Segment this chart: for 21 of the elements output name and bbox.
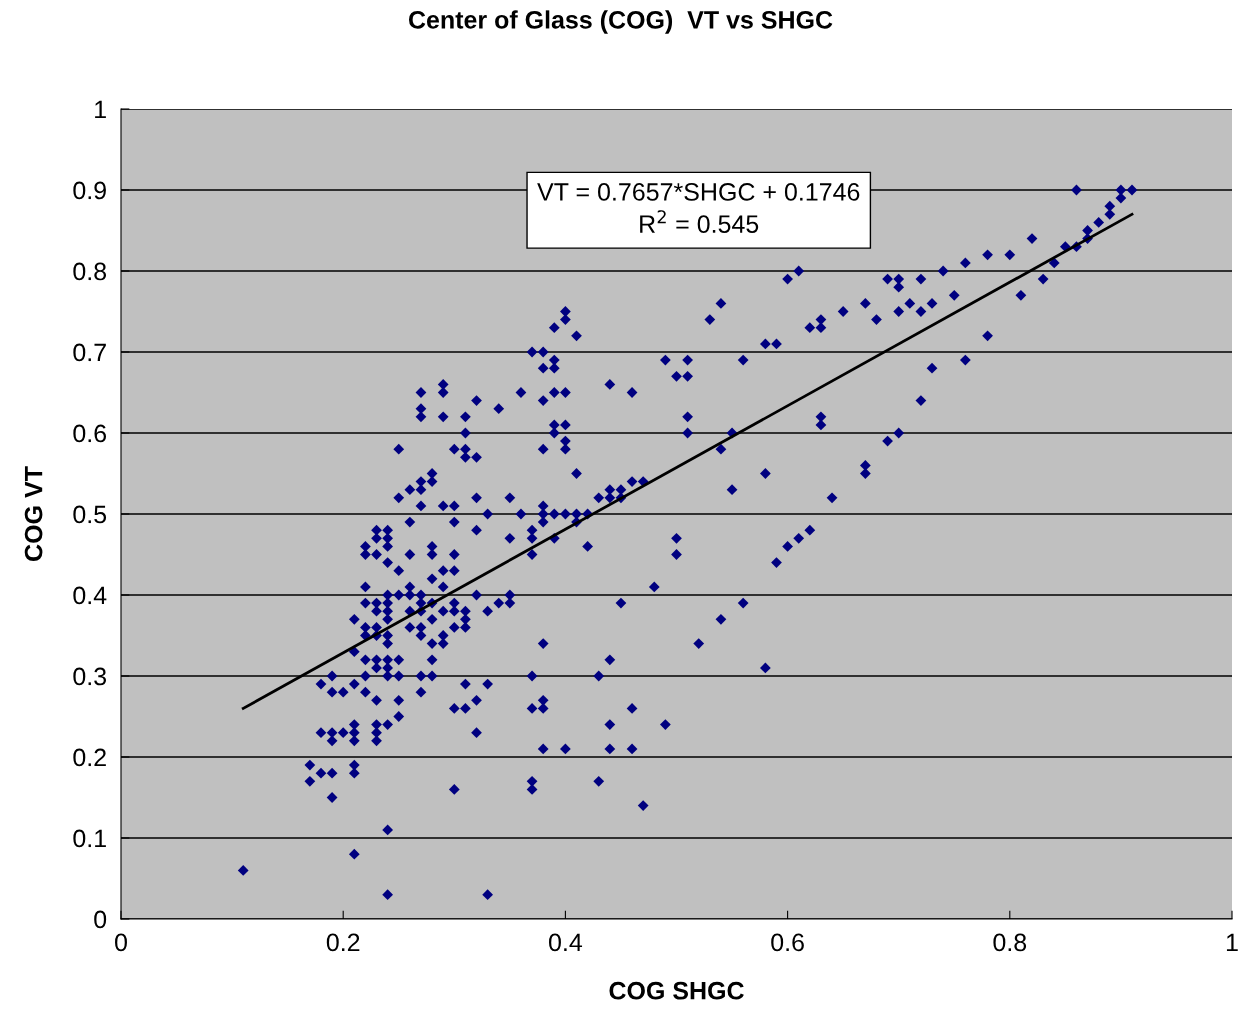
y-tick-label: 0.8: [73, 262, 107, 281]
annotation: VT = 0.7657*SHGC + 0.1746 R$^{2}$ = 0.545: [537, 183, 860, 233]
y-tick-label: 0.2: [73, 748, 106, 767]
y-tick-label: 0.5: [73, 505, 107, 524]
y-tick-label: 0.7: [73, 343, 106, 362]
y-tick-label: 0.1: [73, 829, 106, 848]
x-tick-label: 1: [1226, 933, 1238, 952]
y-axis-title: COG VT: [24, 466, 43, 561]
x-axis-title: COG SHGC: [609, 981, 744, 1000]
y-tick-label: 0.3: [73, 667, 107, 686]
y-tick-label: 0.4: [73, 586, 107, 605]
x-tick-label: 0.6: [771, 933, 804, 952]
x-tick-label: 0: [115, 933, 127, 952]
y-tick-label: 0.6: [73, 424, 107, 443]
y-tick-label: 1: [95, 100, 106, 119]
chart-title: Center of Glass (COG) VT vs SHGC: [408, 10, 833, 34]
y-tick-label: 0: [94, 910, 107, 929]
y-tick-label: 0.9: [73, 181, 106, 200]
x-tick-label: 0.8: [993, 933, 1027, 952]
x-tick-label: 0.4: [549, 933, 583, 952]
x-tick-label: 0.2: [326, 933, 360, 952]
